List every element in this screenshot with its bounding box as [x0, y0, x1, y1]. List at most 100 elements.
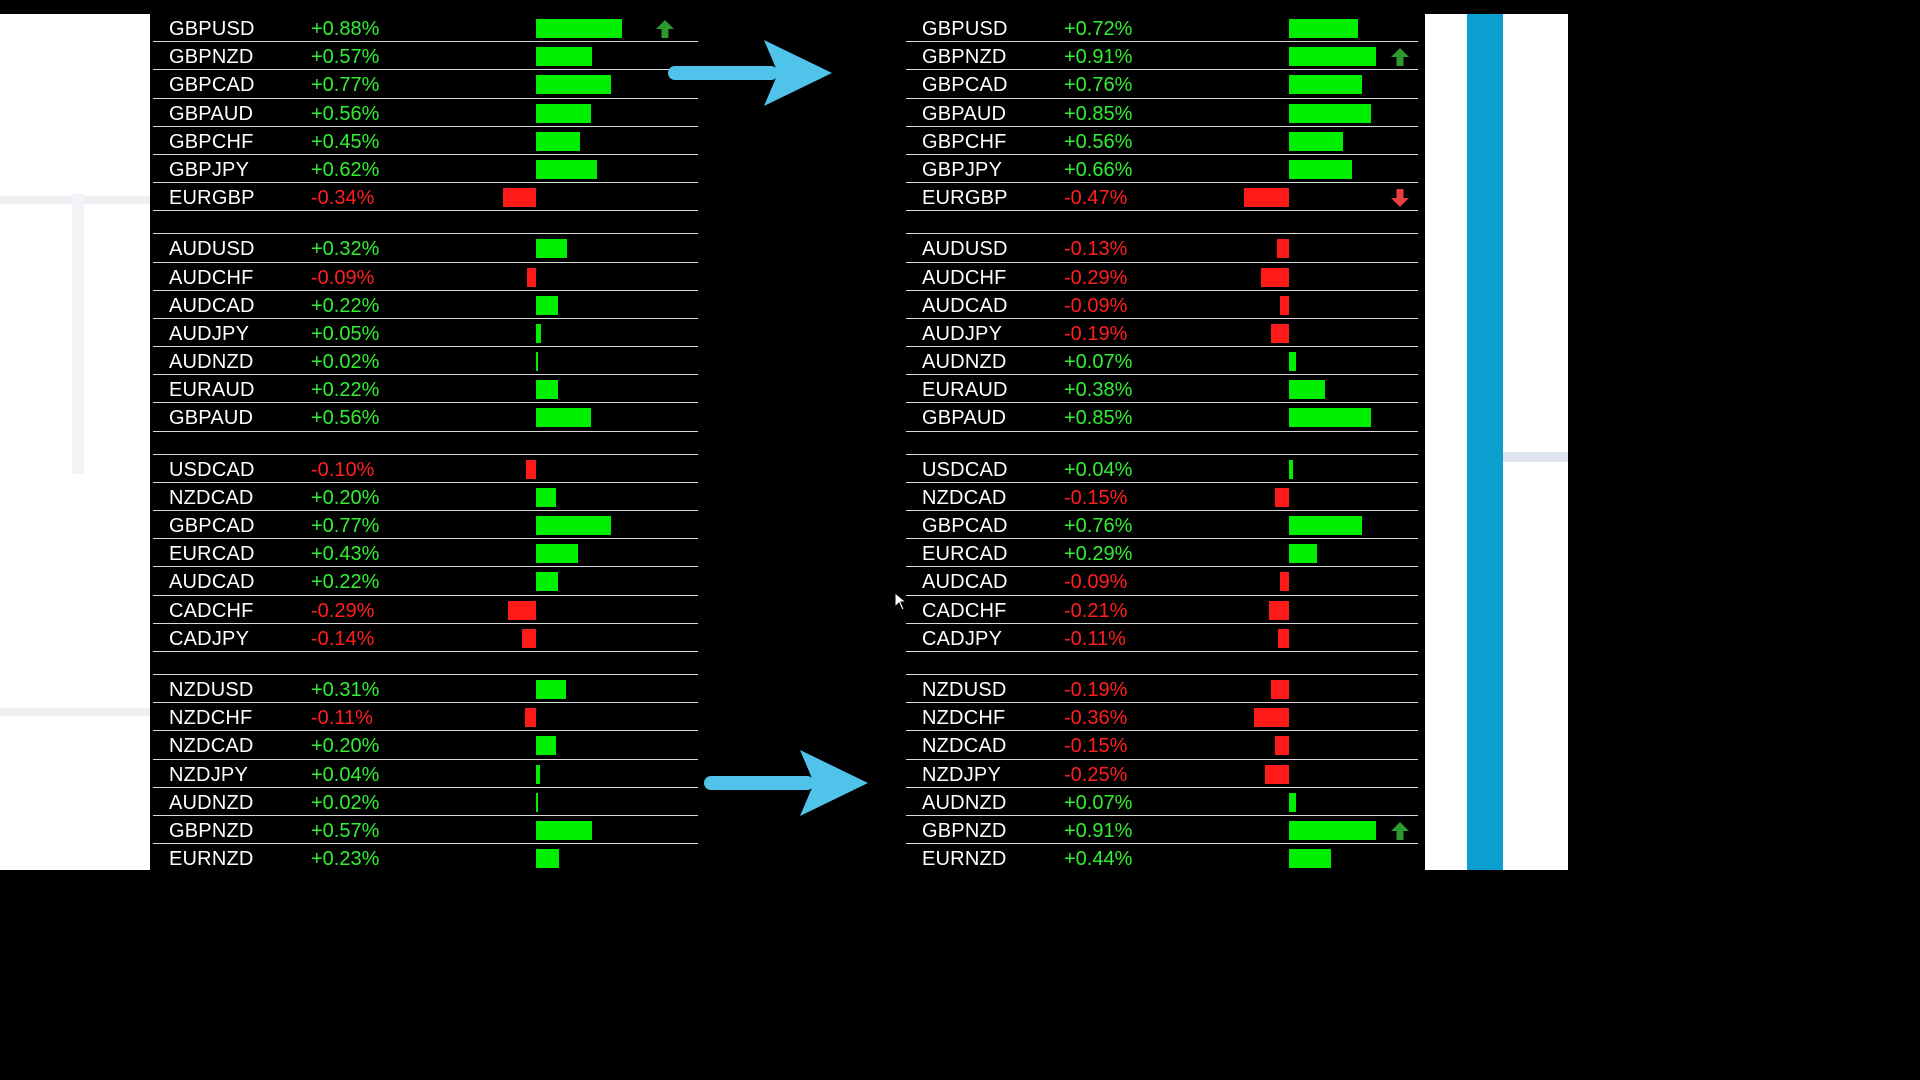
- pair-symbol: NZDUSD: [922, 678, 1007, 701]
- pair-row: GBPUSD +0.72%: [906, 14, 1418, 43]
- pair-row: GBPCAD +0.76%: [906, 511, 1418, 540]
- pair-row: AUDCAD -0.09%: [906, 567, 1418, 596]
- percent-change: +0.38%: [1064, 379, 1133, 402]
- percent-change: -0.29%: [311, 599, 375, 622]
- percent-change: +0.77%: [311, 515, 380, 537]
- pair-row: NZDJPY +0.04%: [153, 760, 698, 788]
- strength-bar-positive: [1289, 47, 1377, 67]
- percent-change: +0.56%: [311, 102, 380, 125]
- percent-change: -0.47%: [1064, 187, 1128, 210]
- strength-bar-positive: [536, 679, 567, 699]
- group-separator: [153, 211, 698, 235]
- pair-row: EURGBP -0.47%: [906, 183, 1418, 212]
- percent-change: +0.20%: [311, 735, 380, 758]
- percent-change: +0.91%: [1064, 46, 1133, 69]
- pair-row: NZDCAD -0.15%: [906, 731, 1418, 760]
- background-window-right: [1425, 14, 1568, 870]
- pair-row: CADCHF -0.29%: [153, 596, 698, 624]
- percent-change: +0.07%: [1064, 351, 1133, 374]
- percent-change: +0.56%: [311, 407, 380, 430]
- percent-change: +0.22%: [311, 571, 380, 594]
- strength-bar-positive: [1289, 820, 1377, 840]
- pair-group: GBPUSD +0.88% GBPNZD +0.57% GBPCAD +0.77% GBPA…: [153, 14, 698, 212]
- strength-bar-positive: [1289, 849, 1332, 869]
- strength-bar-positive: [536, 849, 559, 869]
- strength-bar-negative: [527, 267, 536, 287]
- strength-bar-positive: [536, 408, 591, 428]
- pair-row: AUDJPY +0.05%: [153, 319, 698, 348]
- pair-row: EURAUD +0.22%: [153, 375, 698, 404]
- percent-change: +0.88%: [311, 18, 380, 40]
- strength-bar-positive: [536, 792, 538, 812]
- pair-symbol: AUDCAD: [922, 294, 1008, 317]
- strength-bar-positive: [536, 516, 612, 535]
- pair-symbol: AUDNZD: [922, 791, 1007, 814]
- pair-row: AUDCAD +0.22%: [153, 567, 698, 596]
- pair-symbol: AUDUSD: [169, 238, 255, 261]
- background-divider: [1503, 452, 1568, 462]
- pair-symbol: NZDCAD: [169, 486, 254, 509]
- percent-change: -0.09%: [1064, 294, 1128, 317]
- pair-row: NZDCHF -0.36%: [906, 703, 1418, 732]
- percent-change: +0.57%: [311, 46, 380, 69]
- pair-symbol: AUDJPY: [169, 322, 250, 345]
- percent-change: -0.09%: [1064, 571, 1128, 594]
- strength-bar-positive: [536, 103, 591, 123]
- group-separator: [906, 211, 1418, 235]
- pair-row: CADJPY -0.14%: [153, 624, 698, 652]
- pair-symbol: GBPCAD: [922, 74, 1008, 97]
- pair-symbol: AUDCAD: [169, 294, 255, 317]
- pair-row: AUDNZD +0.07%: [906, 347, 1418, 376]
- up-arrow-icon: [656, 20, 674, 38]
- strength-bar-negative: [1280, 295, 1289, 315]
- pair-symbol: GBPAUD: [169, 102, 254, 125]
- strength-bar-negative: [1280, 572, 1289, 592]
- pair-symbol: CADJPY: [169, 627, 250, 650]
- percent-change: +0.32%: [311, 238, 380, 261]
- pair-symbol: NZDJPY: [169, 763, 248, 786]
- strength-bar-negative: [1270, 679, 1289, 699]
- pair-row: AUDNZD +0.02%: [153, 788, 698, 816]
- pair-symbol: NZDCHF: [169, 707, 253, 730]
- pair-symbol: EURCAD: [169, 543, 255, 566]
- percent-change: +0.66%: [1064, 158, 1133, 181]
- strength-bar-positive: [536, 544, 579, 564]
- strength-bar-negative: [1270, 323, 1289, 343]
- strength-bar-positive: [1289, 408, 1371, 428]
- pair-row: EURNZD +0.44%: [906, 844, 1418, 873]
- pair-row: USDCAD +0.04%: [906, 455, 1418, 483]
- pair-group: NZDUSD -0.19% NZDCHF -0.36% NZDCAD -0.15% NZDJ…: [906, 675, 1418, 873]
- group-separator: [153, 652, 698, 675]
- strength-bar-negative: [1265, 764, 1289, 784]
- strength-bar-positive: [536, 380, 558, 400]
- percent-change: +0.07%: [1064, 791, 1133, 814]
- pair-symbol: USDCAD: [169, 458, 255, 481]
- pair-symbol: GBPAUD: [169, 407, 254, 430]
- percent-change: +0.02%: [311, 351, 380, 374]
- pair-symbol: NZDJPY: [922, 763, 1001, 786]
- strength-bar-positive: [536, 159, 597, 179]
- strength-bar-positive: [536, 572, 558, 592]
- strength-bar-negative: [1261, 267, 1289, 287]
- percent-change: -0.25%: [1064, 763, 1128, 786]
- pair-symbol: AUDUSD: [922, 238, 1008, 261]
- pair-group: GBPUSD +0.72% GBPNZD +0.91% GBPCAD +0.76% GBPA…: [906, 14, 1418, 212]
- pair-symbol: NZDUSD: [169, 678, 254, 701]
- strength-bar-negative: [1278, 628, 1289, 648]
- pair-row: NZDCAD -0.15%: [906, 483, 1418, 511]
- pair-row: AUDUSD +0.32%: [153, 234, 698, 263]
- percent-change: +0.22%: [311, 294, 380, 317]
- pair-symbol: AUDNZD: [169, 791, 254, 814]
- pair-row: GBPNZD +0.57%: [153, 42, 698, 71]
- pair-row: GBPAUD +0.85%: [906, 99, 1418, 127]
- pair-row: GBPCAD +0.76%: [906, 70, 1418, 99]
- percent-change: +0.62%: [311, 158, 380, 181]
- pair-row: GBPAUD +0.85%: [906, 403, 1418, 432]
- pair-row: AUDJPY -0.19%: [906, 319, 1418, 348]
- pair-symbol: AUDCHF: [922, 266, 1007, 289]
- percent-change: +0.57%: [311, 819, 380, 842]
- pair-row: NZDCHF -0.11%: [153, 703, 698, 732]
- pair-symbol: AUDCHF: [169, 266, 254, 289]
- pair-row: GBPCHF +0.56%: [906, 127, 1418, 155]
- strength-bar-negative: [1274, 736, 1289, 756]
